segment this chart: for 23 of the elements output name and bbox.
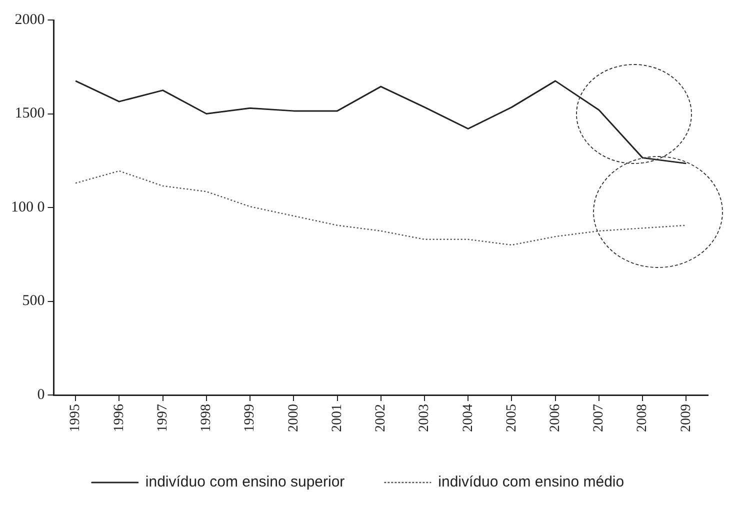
x-tick-label: 1997 <box>155 404 170 432</box>
x-tick-label: 2004 <box>460 404 476 432</box>
x-tick-label: 1995 <box>68 404 84 432</box>
x-tick-label: 2001 <box>330 404 345 432</box>
line-series <box>74 170 687 246</box>
x-tick-label: 1998 <box>199 404 214 432</box>
x-tick-label: 2006 <box>548 404 564 432</box>
x-tick-label: 2005 <box>504 404 520 432</box>
x-tick-label: 2009 <box>678 404 694 432</box>
y-tick-label: 500 <box>22 293 45 310</box>
x-tick-label: 1999 <box>242 404 258 432</box>
x-tick-label: 2003 <box>417 404 432 432</box>
y-tick-label: 2000 <box>14 12 45 28</box>
y-tick-label: 0 <box>37 386 45 403</box>
x-tick-label: 2008 <box>635 404 650 432</box>
x-tick-label: 2000 <box>286 404 302 432</box>
y-tick-label: 100 0 <box>11 199 45 216</box>
y-tick-label: 1500 <box>14 106 45 122</box>
legend-label: indivíduo com ensino médio <box>438 474 624 491</box>
x-tick-label: 1996 <box>112 404 127 432</box>
x-tick-label: 2007 <box>592 404 607 432</box>
legend-label: indivíduo com ensino superior <box>145 474 345 491</box>
x-tick-label: 2002 <box>374 404 389 432</box>
